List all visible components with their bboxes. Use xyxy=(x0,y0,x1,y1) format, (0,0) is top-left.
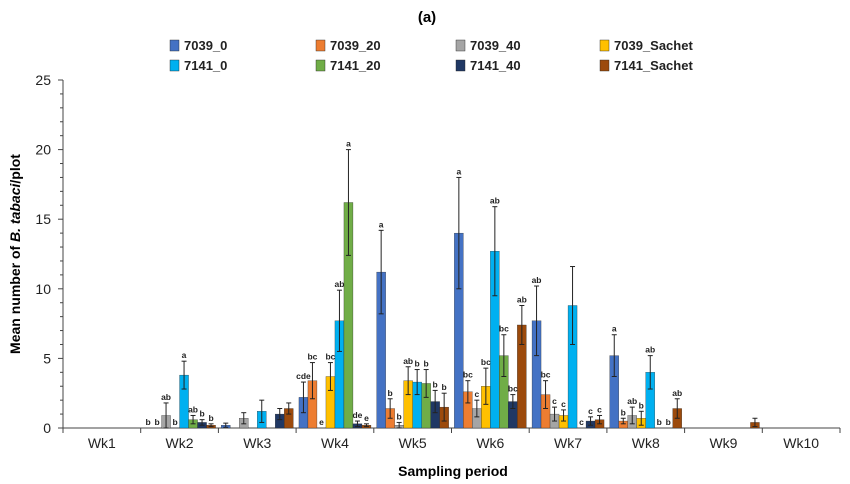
significance-label: b xyxy=(145,417,150,427)
significance-label: b xyxy=(639,400,644,410)
significance-label: ab xyxy=(403,356,413,366)
x-tick-label: Wk9 xyxy=(709,435,737,451)
y-axis-title-prefix: Mean number of xyxy=(7,242,23,354)
x-tick-label: Wk2 xyxy=(166,435,194,451)
significance-label: a xyxy=(456,166,461,176)
significance-label: bc xyxy=(325,352,335,362)
significance-label: bc xyxy=(499,324,509,334)
significance-label: de xyxy=(352,410,362,420)
x-tick-label: Wk5 xyxy=(399,435,427,451)
x-tick-label: Wk7 xyxy=(554,435,582,451)
significance-label: b xyxy=(621,407,626,417)
significance-label: b xyxy=(397,411,402,421)
significance-label: ab xyxy=(672,388,682,398)
x-tick-label: Wk4 xyxy=(321,435,349,451)
legend-swatch xyxy=(169,39,180,52)
significance-label: bc xyxy=(481,357,491,367)
y-axis-title-species: B. tabaci xyxy=(7,182,23,241)
significance-label: b xyxy=(415,359,420,369)
significance-label: b xyxy=(657,417,662,427)
significance-label: c xyxy=(597,404,602,414)
y-axis-title: Mean number of B. tabaci/plot xyxy=(7,154,23,354)
significance-label: cde xyxy=(296,371,311,381)
significance-label: ab xyxy=(161,392,171,402)
x-axis-title: Sampling period xyxy=(398,463,508,479)
x-tick-label: Wk6 xyxy=(476,435,504,451)
significance-label: ab xyxy=(645,345,655,355)
significance-label: bc xyxy=(307,352,317,362)
significance-label: b xyxy=(388,388,393,398)
y-ticks: 0 5 10 15 20 25 xyxy=(35,72,63,436)
legend-swatch xyxy=(169,59,180,72)
significance-label: c xyxy=(474,389,479,399)
panel-label: (a) xyxy=(418,9,436,26)
significance-label: ab xyxy=(532,275,542,285)
significance-label: e xyxy=(319,417,324,427)
significance-label: ab xyxy=(490,196,500,206)
significance-label: ab xyxy=(334,279,344,289)
y-tick-label: 15 xyxy=(35,211,51,227)
legend-swatch xyxy=(315,59,326,72)
significance-label: c xyxy=(561,399,566,409)
significance-label: a xyxy=(379,219,384,229)
significance-label: a xyxy=(346,139,351,149)
significance-label: b xyxy=(172,417,177,427)
y-axis-title-suffix: /plot xyxy=(7,154,23,184)
significance-label: ab xyxy=(188,404,198,414)
significance-label: ab xyxy=(627,396,637,406)
significance-label: c xyxy=(579,417,584,427)
significance-label: c xyxy=(588,406,593,416)
significance-label: b xyxy=(199,409,204,419)
legend-swatch xyxy=(455,59,466,72)
significance-label: ab xyxy=(517,295,527,305)
error-bars-group xyxy=(163,149,758,429)
significance-label: a xyxy=(612,324,617,334)
significance-label: e xyxy=(364,413,369,423)
significance-label: b xyxy=(433,379,438,389)
legend-label: 7039_20 xyxy=(330,38,381,53)
legend: 7039_0 7039_20 7039_40 7039_Sachet 7141_0 714… xyxy=(169,38,693,73)
legend-label: 7039_0 xyxy=(184,38,227,53)
y-tick-label: 0 xyxy=(43,420,51,436)
legend-swatch xyxy=(315,39,326,52)
significance-label: a xyxy=(182,350,187,360)
legend-swatch xyxy=(599,59,610,72)
significance-label: c xyxy=(552,396,557,406)
x-tick-label: Wk1 xyxy=(88,435,116,451)
legend-swatch xyxy=(455,39,466,52)
x-ticks: Wk1 Wk2 Wk3 Wk4 Wk5 Wk6 Wk7 Wk8 Wk9 Wk10 xyxy=(62,428,841,451)
significance-label: b xyxy=(442,382,447,392)
y-tick-label: 10 xyxy=(35,281,51,297)
y-tick-label: 25 xyxy=(35,72,51,88)
significance-label: bc xyxy=(541,370,551,380)
x-tick-label: Wk3 xyxy=(243,435,271,451)
significance-label: b xyxy=(424,359,429,369)
legend-label: 7141_40 xyxy=(470,58,521,73)
legend-label: 7039_40 xyxy=(470,38,521,53)
significance-label: b xyxy=(154,417,159,427)
significance-label: b xyxy=(208,413,213,423)
legend-label: 7141_0 xyxy=(184,58,227,73)
legend-label: 7039_Sachet xyxy=(614,38,693,53)
legend-swatch xyxy=(599,39,610,52)
x-tick-label: Wk10 xyxy=(783,435,819,451)
significance-label: bc xyxy=(508,384,518,394)
y-tick-label: 5 xyxy=(43,350,51,366)
legend-label: 7141_20 xyxy=(330,58,381,73)
y-tick-label: 20 xyxy=(35,142,51,158)
legend-label: 7141_Sachet xyxy=(614,58,693,73)
significance-label: b xyxy=(666,417,671,427)
significance-label: bc xyxy=(463,370,473,380)
bars-group xyxy=(161,202,760,429)
x-tick-label: Wk8 xyxy=(632,435,660,451)
